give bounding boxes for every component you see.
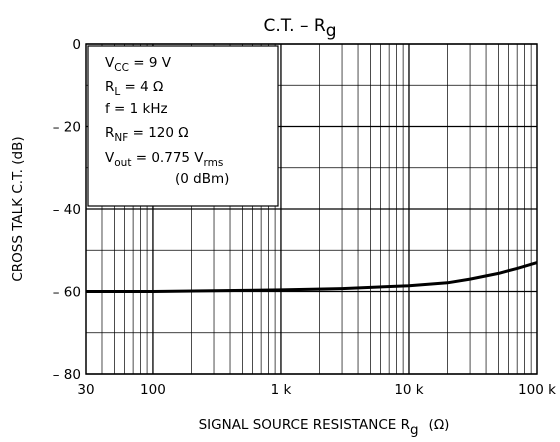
condition-text: (0 dBm) — [175, 171, 229, 187]
condition-subscript: L — [114, 86, 120, 98]
condition-text: = 4 Ω — [120, 79, 163, 95]
plot-frame — [85, 43, 538, 375]
x-axis-label: SIGNAL SOURCE RESISTANCE Rg (Ω) — [199, 417, 450, 438]
condition-line: RL = 4 Ω — [105, 79, 163, 98]
y-tick-labels: 0 – 20 – 40 – 60 – 80 — [53, 37, 81, 383]
condition-text: = 120 Ω — [128, 125, 188, 141]
condition-subscript: out — [114, 157, 131, 169]
condition-text: R — [105, 79, 114, 95]
condition-line: f = 1 kHz — [105, 101, 168, 117]
y-tick-label: – 20 — [53, 120, 81, 136]
condition-text: R — [105, 125, 114, 141]
conditions-box — [87, 45, 279, 207]
x-tick-label: 10 k — [394, 382, 423, 398]
condition-text: = 0.775 V — [131, 150, 204, 166]
x-tick-label: 100 k — [518, 382, 556, 398]
condition-text: V — [105, 55, 115, 71]
chart-title: C.T. – Rg — [264, 16, 337, 41]
series-line — [86, 261, 538, 293]
condition-text: f = 1 kHz — [105, 101, 168, 117]
condition-line: Vout = 0.775 Vrms — [105, 150, 223, 169]
x-axis-label-subscript: g — [410, 422, 419, 438]
y-tick-label: 0 — [72, 37, 81, 53]
condition-text: = 9 V — [129, 55, 172, 71]
x-tick-labels: 30 100 1 k 10 k 100 k — [77, 382, 556, 398]
y-tick-label: – 40 — [53, 202, 81, 218]
x-tick-label: 100 — [140, 382, 166, 398]
condition-line: (0 dBm) — [175, 171, 229, 187]
chart-title-subscript: g — [326, 21, 337, 41]
condition-subscript: rms — [204, 157, 224, 169]
condition-text: V — [105, 150, 115, 166]
x-tick-label: 30 — [77, 382, 94, 398]
y-axis-label: CROSS TALK C.T. (dB) — [10, 136, 26, 281]
y-tick-label: – 80 — [53, 367, 81, 383]
x-axis-unit: (Ω) — [429, 417, 450, 433]
condition-line: VCC = 9 V — [105, 55, 172, 74]
x-tick-label: 1 k — [271, 382, 292, 398]
condition-subscript: CC — [114, 62, 129, 74]
condition-line: RNF = 120 Ω — [105, 125, 189, 144]
y-tick-label: – 60 — [53, 285, 81, 301]
condition-subscript: NF — [114, 132, 128, 144]
